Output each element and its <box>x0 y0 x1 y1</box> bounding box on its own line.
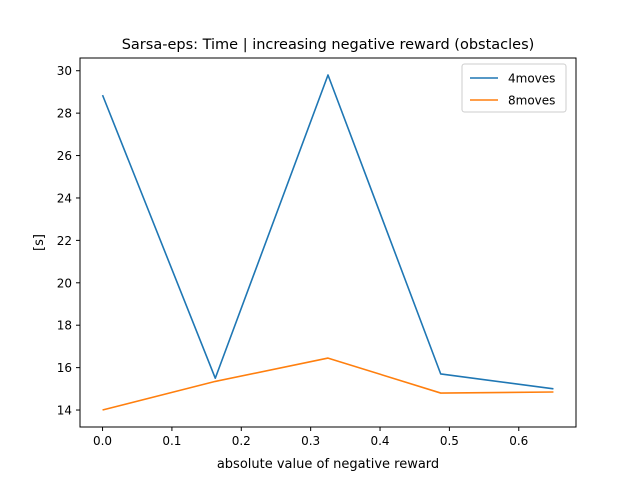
x-axis-ticks: 0.0 0.1 0.2 0.3 0.4 0.5 0.6 <box>93 427 528 448</box>
legend: 4moves 8moves <box>461 63 567 113</box>
y-tick-label: 20 <box>57 276 72 290</box>
x-tick-label: 0.3 <box>301 434 320 448</box>
x-tick-label: 0.2 <box>232 434 251 448</box>
y-axis-label: [s] <box>32 234 47 251</box>
x-tick-label: 0.4 <box>370 434 389 448</box>
chart-title: Sarsa-eps: Time | increasing negative re… <box>122 37 535 53</box>
series-line-8moves <box>102 357 554 411</box>
legend-label: 8moves <box>508 94 555 108</box>
x-tick-label: 0.6 <box>509 434 528 448</box>
y-tick-label: 30 <box>57 64 72 78</box>
x-tick-label: 0.1 <box>162 434 181 448</box>
x-tick-label: 0.0 <box>93 434 112 448</box>
series-line-4moves <box>101 74 554 390</box>
x-axis-label: absolute value of negative reward <box>217 457 439 472</box>
y-tick-label: 14 <box>57 404 72 418</box>
y-tick-label: 18 <box>57 319 72 333</box>
y-tick-label: 28 <box>57 107 72 121</box>
y-tick-label: 22 <box>57 234 72 248</box>
plot-lines <box>101 74 554 411</box>
plot-frame <box>79 57 577 428</box>
y-axis-ticks: 14 16 18 20 22 24 26 28 30 <box>57 64 80 418</box>
y-tick-label: 26 <box>57 149 72 163</box>
x-tick-label: 0.5 <box>440 434 459 448</box>
y-tick-label: 16 <box>57 361 72 375</box>
legend-label: 4moves <box>508 72 555 86</box>
y-tick-label: 24 <box>57 191 72 205</box>
